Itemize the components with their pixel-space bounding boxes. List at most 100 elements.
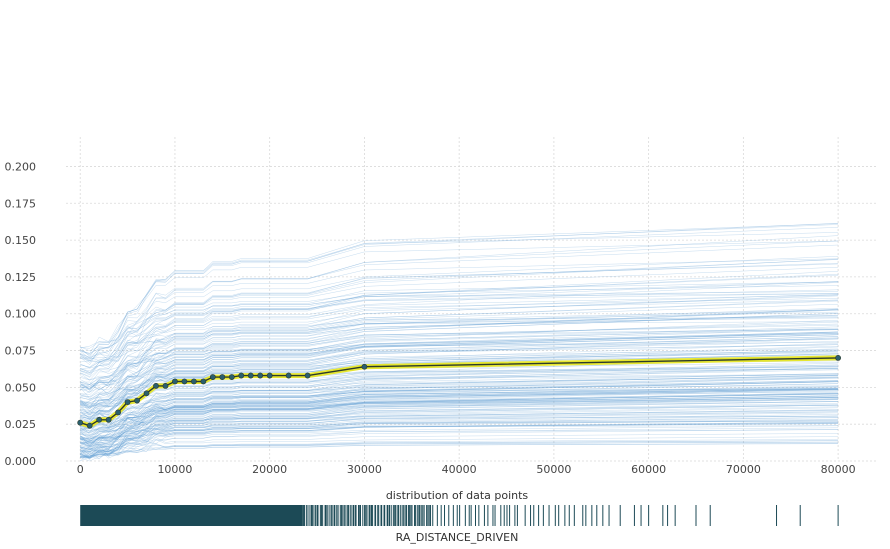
ice-line xyxy=(80,312,839,417)
ice-line xyxy=(80,328,839,388)
ice-line xyxy=(80,350,839,416)
ice-line xyxy=(80,332,839,423)
ice-line xyxy=(80,401,839,457)
ice-line xyxy=(80,392,839,456)
ice-line xyxy=(80,262,839,373)
ice-line xyxy=(80,324,839,385)
ice-line xyxy=(80,411,839,458)
ice-line xyxy=(80,393,839,454)
ice-line xyxy=(80,385,839,412)
pdp-point xyxy=(200,378,207,385)
ice-line xyxy=(80,336,839,420)
ice-line xyxy=(80,389,839,451)
ice-line xyxy=(80,328,839,406)
ice-line xyxy=(80,337,839,428)
ice-line xyxy=(80,315,839,409)
ice-line xyxy=(80,311,839,393)
pdp-point xyxy=(266,372,273,379)
ice-line xyxy=(80,393,839,446)
ice-line xyxy=(80,397,839,462)
pdp-point xyxy=(96,416,103,423)
ice-line xyxy=(80,388,839,425)
ice-line xyxy=(80,350,839,414)
ice-line xyxy=(80,357,839,443)
y-tick-label: 0.200 xyxy=(5,160,37,173)
ice-line xyxy=(80,332,839,410)
ice-line xyxy=(80,281,839,361)
ice-line xyxy=(80,386,839,446)
ice-line xyxy=(80,423,839,453)
x-tick-label: 60000 xyxy=(631,463,666,476)
ice-line xyxy=(80,285,839,349)
ice-line xyxy=(80,256,839,358)
ice-line xyxy=(80,390,839,434)
ice-line xyxy=(80,349,839,403)
ice-line xyxy=(80,362,839,391)
ice-line xyxy=(80,377,839,440)
distribution-title: distribution of data points xyxy=(386,489,529,502)
ice-line xyxy=(80,415,839,440)
ice-line xyxy=(80,331,839,385)
ice-line xyxy=(80,395,839,446)
ice-line xyxy=(80,400,839,459)
ice-line xyxy=(80,352,839,407)
x-tick-label: 30000 xyxy=(347,463,382,476)
ice-line xyxy=(80,271,839,391)
y-tick-label: 0.075 xyxy=(5,345,37,358)
ice-line xyxy=(80,293,839,349)
ice-line xyxy=(80,398,839,455)
ice-line xyxy=(80,397,839,420)
ice-line xyxy=(80,327,839,399)
ice-line xyxy=(80,293,839,376)
ice-line xyxy=(80,281,839,390)
ice-line xyxy=(80,309,839,397)
x-tick-label: 0 xyxy=(77,463,84,476)
y-tick-label: 0.125 xyxy=(5,271,37,284)
ice-line xyxy=(80,427,839,458)
ice-line xyxy=(80,368,839,443)
pdp-point xyxy=(238,372,245,379)
pdp-point xyxy=(247,372,254,379)
ice-line xyxy=(80,297,839,368)
ice-lines xyxy=(79,222,839,462)
distribution-dense-band xyxy=(80,505,303,526)
ice-line xyxy=(80,374,839,407)
ice-line xyxy=(80,381,839,449)
ice-line xyxy=(80,409,839,456)
ice-line xyxy=(80,313,839,408)
ice-line xyxy=(80,436,839,458)
ice-line xyxy=(80,388,839,429)
ice-line xyxy=(80,421,839,455)
ice-line xyxy=(80,309,839,361)
ice-line xyxy=(80,240,839,355)
ice-line xyxy=(80,395,839,430)
ice-line xyxy=(80,321,839,387)
ice-line xyxy=(80,333,839,419)
ice-line xyxy=(80,334,839,419)
ice-line xyxy=(80,309,839,389)
ice-line xyxy=(80,373,839,442)
ice-line xyxy=(80,411,839,445)
ice-line xyxy=(80,369,839,430)
pdp-series xyxy=(77,355,842,429)
ice-line xyxy=(80,425,839,448)
ice-line xyxy=(80,227,839,356)
ice-line xyxy=(80,425,839,440)
ice-line xyxy=(80,222,839,357)
ice-line xyxy=(80,258,839,358)
ice-line xyxy=(80,263,839,385)
pdp-point xyxy=(143,390,150,397)
ice-line xyxy=(80,396,839,432)
ice-line xyxy=(80,333,839,406)
ice-line xyxy=(80,422,839,457)
ice-line xyxy=(80,224,839,366)
ice-line xyxy=(80,334,839,391)
ice-line xyxy=(80,393,839,426)
pdp-point xyxy=(153,382,159,389)
ice-line xyxy=(80,396,839,444)
ice-line xyxy=(80,275,839,375)
ice-line xyxy=(80,294,839,373)
ice-line xyxy=(80,398,839,429)
ice-line xyxy=(80,380,839,427)
ice-line xyxy=(80,299,839,397)
